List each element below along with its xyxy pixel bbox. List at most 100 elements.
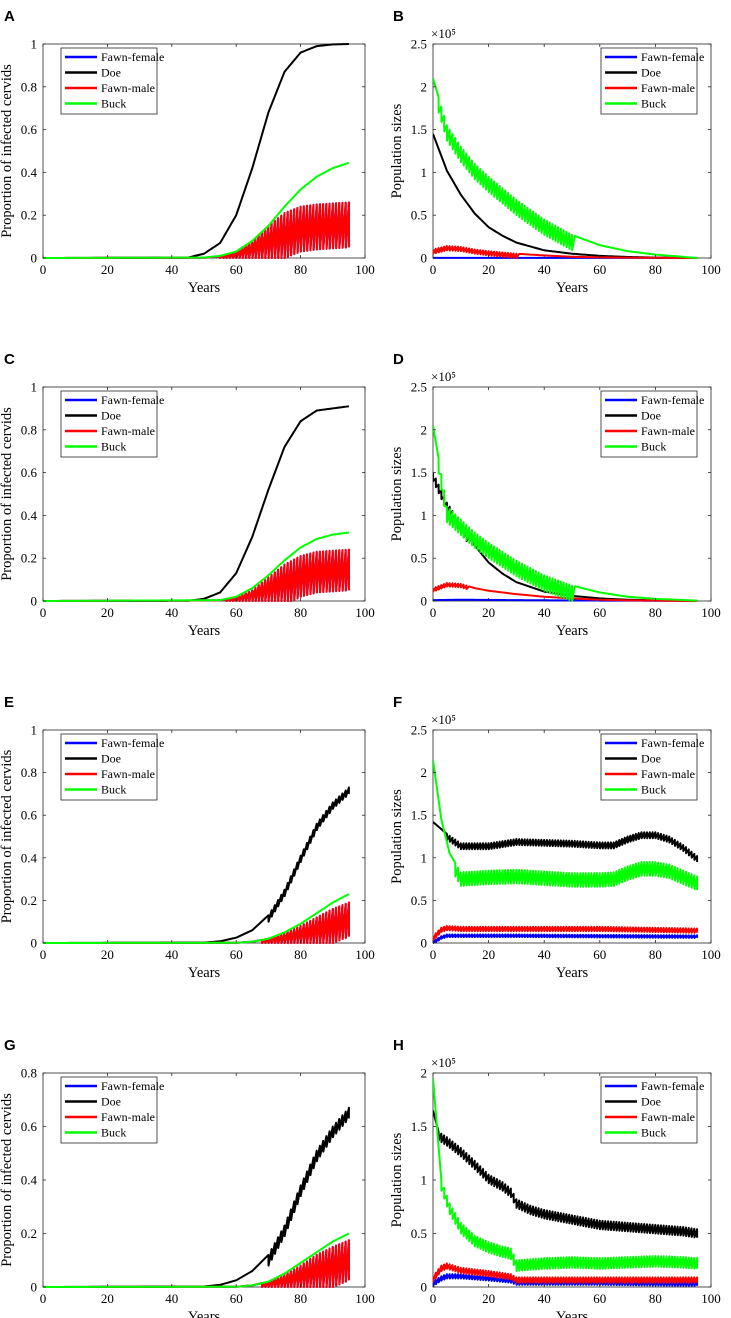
x-tick-label: 80 <box>649 947 662 962</box>
x-tick-label: 60 <box>593 605 606 620</box>
legend-label-buck: Buck <box>101 1126 126 1140</box>
x-tick-label: 60 <box>593 1291 606 1306</box>
x-tick-label: 100 <box>701 262 721 277</box>
series-line-fawn-male <box>43 1239 350 1288</box>
y-tick-label: 0 <box>31 936 38 951</box>
legend-label-doe: Doe <box>101 752 121 766</box>
x-tick-label: 0 <box>40 262 47 277</box>
panel-label-h: H <box>393 1037 404 1054</box>
legend-box <box>60 1076 158 1144</box>
y-tick-label: 1 <box>31 37 38 52</box>
x-tick-label: 20 <box>101 262 114 277</box>
legend-label-fawn-female: Fawn-female <box>641 393 704 407</box>
legend-label-doe: Doe <box>101 409 121 423</box>
x-tick-label: 40 <box>165 1291 178 1306</box>
legend-label-buck: Buck <box>641 440 666 454</box>
y-tick-label: 0.8 <box>21 1066 37 1081</box>
series-line-fawn-male <box>433 245 698 259</box>
y-tick-label: 0 <box>31 594 38 609</box>
series-line-fawn-male <box>43 201 350 259</box>
x-axis-label: Years <box>188 623 221 639</box>
y-axis-label: Population sizes <box>389 446 405 541</box>
y-tick-label: 0.5 <box>411 893 427 908</box>
x-tick-label: 0 <box>430 262 437 277</box>
x-tick-label: 0 <box>40 1291 47 1306</box>
y-axis-label: Proportion of infected cervids <box>0 749 15 923</box>
legend-label-fawn-male: Fawn-male <box>641 81 695 95</box>
y-tick-label: 0.6 <box>21 465 38 480</box>
legend-label-buck: Buck <box>101 783 126 797</box>
series-line-fawn-male <box>433 924 699 942</box>
x-tick-label: 60 <box>593 262 606 277</box>
y-tick-label: 2.5 <box>411 380 427 395</box>
x-tick-label: 80 <box>294 1291 307 1306</box>
y-tick-label: 0.8 <box>21 765 37 780</box>
y-axis-label: Proportion of infected cervids <box>0 407 15 581</box>
y-tick-label: 1 <box>31 723 38 738</box>
x-axis-label: Years <box>556 280 589 296</box>
panel-a: A 0 20 40 60 80 100 0 0.2 0.4 0.6 0.8 1 Years Proporti… <box>0 8 375 296</box>
legend-label-buck: Buck <box>641 783 666 797</box>
x-tick-label: 80 <box>294 605 307 620</box>
series-line-buck <box>433 759 699 891</box>
panel-h: H 0 20 40 60 80 100 0 0.5 1 1.5 2 Years Population si… <box>389 1037 721 1318</box>
panel-b: B 0 20 40 60 80 100 0 0.5 1 1.5 2 2.5 Years Population… <box>389 8 721 296</box>
y-tick-label: 0 <box>421 936 428 951</box>
series-line-doe <box>43 786 350 944</box>
y-tick-label: 0.4 <box>21 1173 38 1188</box>
panel-e: E 0 20 40 60 80 100 0 0.2 0.4 0.6 0.8 1 Years Proporti… <box>0 694 375 981</box>
y-tick-label: 0.5 <box>411 551 427 566</box>
x-tick-label: 100 <box>355 605 375 620</box>
x-tick-label: 80 <box>649 605 662 620</box>
x-axis-label: Years <box>556 1309 589 1318</box>
x-axis-label: Years <box>556 623 589 639</box>
y-tick-label: 0 <box>31 251 38 266</box>
x-tick-label: 80 <box>649 262 662 277</box>
y-axis-label: Proportion of infected cervids <box>0 1093 15 1267</box>
legend-label-fawn-female: Fawn-female <box>101 1079 164 1093</box>
y-tick-label: 0.5 <box>411 1226 427 1241</box>
y-tick-label: 1 <box>421 1173 428 1188</box>
legend-label-fawn-male: Fawn-male <box>641 767 695 781</box>
y-tick-label: 0.4 <box>21 165 38 180</box>
x-tick-label: 0 <box>40 605 47 620</box>
x-tick-label: 40 <box>538 262 551 277</box>
y-tick-label: 1 <box>421 850 428 865</box>
x-axis-label: Years <box>188 965 221 981</box>
x-axis-label: Years <box>556 965 589 981</box>
y-axis-label: Population sizes <box>389 1132 405 1227</box>
y-tick-label: 2 <box>421 1066 428 1081</box>
legend-label-fawn-female: Fawn-female <box>101 393 164 407</box>
legend-label-doe: Doe <box>641 409 661 423</box>
panel-c: C 0 20 40 60 80 100 0 0.2 0.4 0.6 0.8 1 Years Proporti… <box>0 351 375 639</box>
y-tick-label: 2 <box>421 79 428 94</box>
x-tick-label: 40 <box>538 947 551 962</box>
x-tick-label: 40 <box>538 1291 551 1306</box>
legend-label-fawn-female: Fawn-female <box>101 50 164 64</box>
y-tick-label: 1.5 <box>411 1119 427 1134</box>
y-tick-label: 0.6 <box>21 122 38 137</box>
panel-label-c: C <box>4 351 15 368</box>
series-line-doe <box>433 821 699 863</box>
legend-label-buck: Buck <box>641 97 666 111</box>
legend-label-buck: Buck <box>101 440 126 454</box>
legend-label-fawn-male: Fawn-male <box>101 767 155 781</box>
x-tick-label: 100 <box>355 262 375 277</box>
axes-frame <box>432 729 712 944</box>
legend-label-buck: Buck <box>641 1126 666 1140</box>
x-tick-label: 20 <box>101 1291 114 1306</box>
y-tick-label: 1 <box>421 508 428 523</box>
legend-label-fawn-female: Fawn-female <box>101 736 164 750</box>
legend-label-fawn-female: Fawn-female <box>641 736 704 750</box>
x-tick-label: 40 <box>538 605 551 620</box>
x-tick-label: 80 <box>294 262 307 277</box>
series-line-fawn-female <box>433 1273 699 1287</box>
x-tick-label: 0 <box>430 947 437 962</box>
